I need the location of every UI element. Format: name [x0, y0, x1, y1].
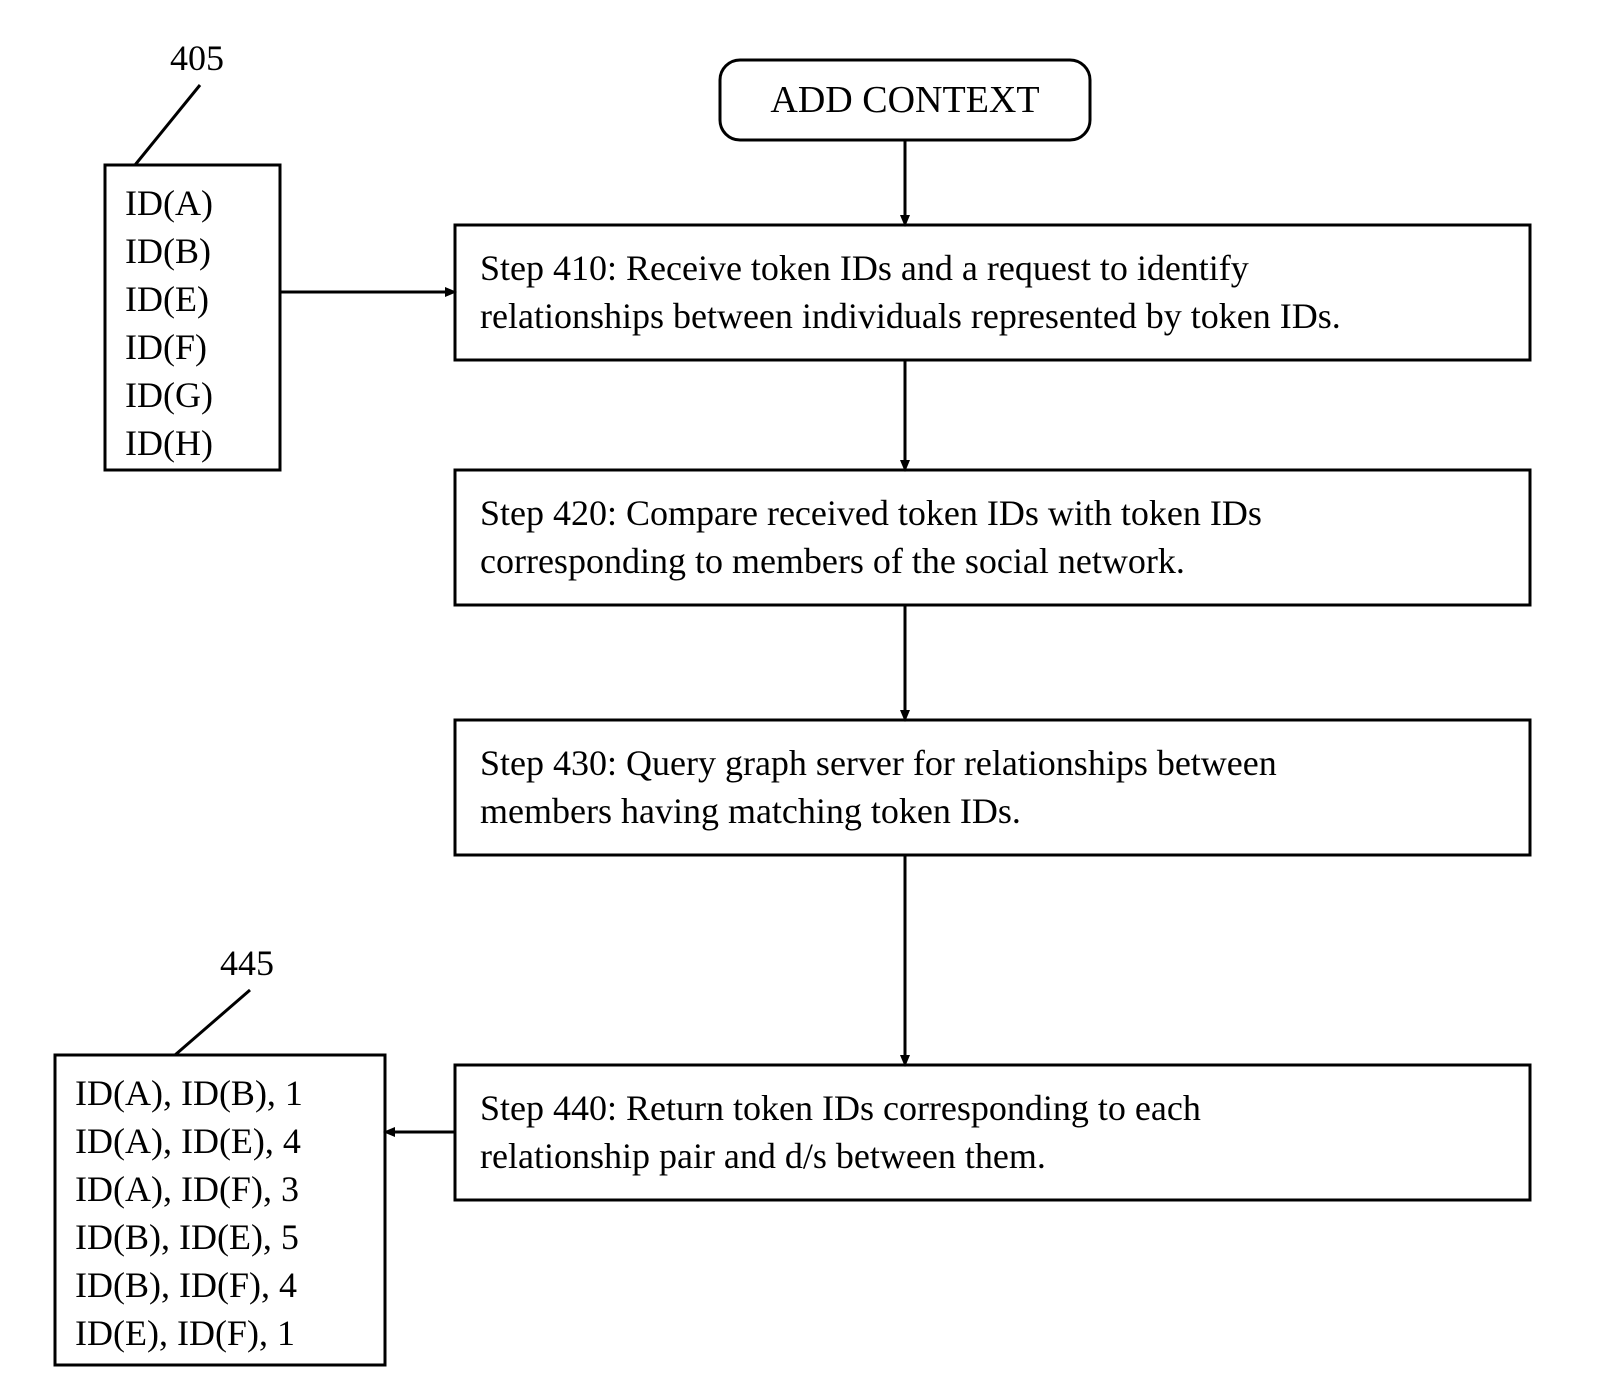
box405-line-3: ID(F): [125, 327, 207, 367]
step-box-s430: [455, 720, 1530, 855]
step-box-s410: [455, 225, 1530, 360]
box445-line-0: ID(A), ID(B), 1: [75, 1073, 303, 1113]
title-label: ADD CONTEXT: [770, 79, 1039, 121]
step-box-s420: [455, 470, 1530, 605]
leader-445: [175, 990, 250, 1055]
flowchart-diagram: ADD CONTEXT 405 445 ID(A) ID(B) ID(E) ID(F) ID(…: [0, 0, 1618, 1397]
ref-label-445: 445: [220, 943, 274, 983]
s430-line-0: Step 430: Query graph server for relatio…: [480, 743, 1277, 783]
box405-line-0: ID(A): [125, 183, 213, 223]
box445-line-3: ID(B), ID(E), 5: [75, 1217, 299, 1257]
step-box-s440: [455, 1065, 1530, 1200]
s420-line-0: Step 420: Compare received token IDs wit…: [480, 493, 1262, 533]
box405-line-1: ID(B): [125, 231, 211, 271]
ref-label-405: 405: [170, 38, 224, 78]
s430-line-1: members having matching token IDs.: [480, 791, 1021, 831]
box445-line-2: ID(A), ID(F), 3: [75, 1169, 299, 1209]
s440-line-0: Step 440: Return token IDs corresponding…: [480, 1088, 1201, 1128]
leader-405: [135, 85, 200, 165]
box405-line-4: ID(G): [125, 375, 213, 415]
box405-line-5: ID(H): [125, 423, 213, 463]
s440-line-1: relationship pair and d/s between them.: [480, 1136, 1046, 1176]
box445-line-1: ID(A), ID(E), 4: [75, 1121, 301, 1161]
box445-line-5: ID(E), ID(F), 1: [75, 1313, 295, 1353]
s410-line-1: relationships between individuals repres…: [480, 296, 1341, 336]
box405-line-2: ID(E): [125, 279, 209, 319]
box445-line-4: ID(B), ID(F), 4: [75, 1265, 297, 1305]
s420-line-1: corresponding to members of the social n…: [480, 541, 1185, 581]
s410-line-0: Step 410: Receive token IDs and a reques…: [480, 248, 1249, 288]
